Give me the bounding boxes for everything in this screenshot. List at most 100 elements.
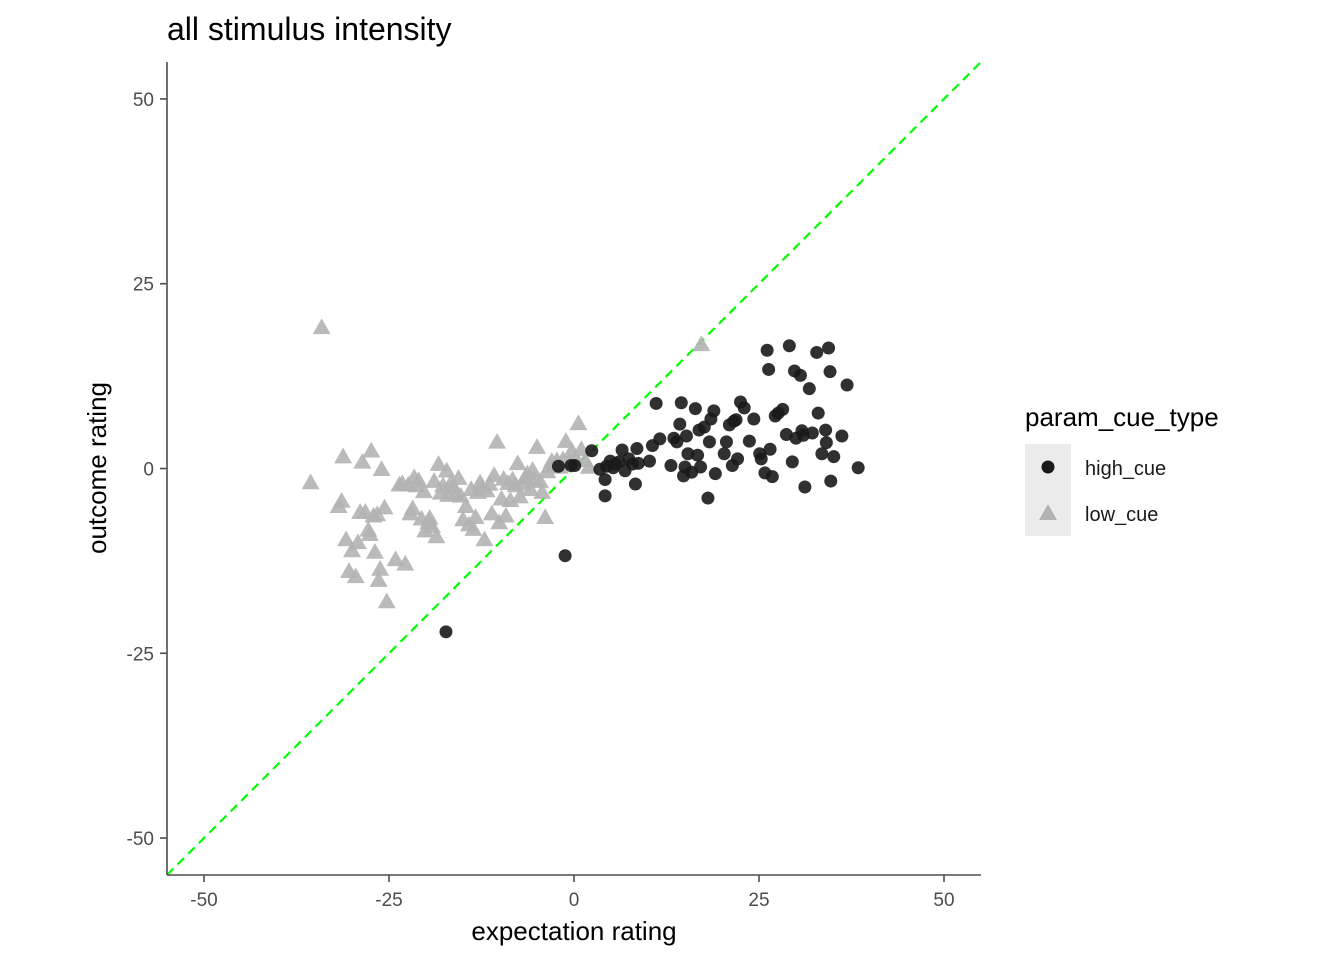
high-cue-point <box>835 429 849 443</box>
high-cue-point <box>628 477 642 491</box>
low-cue-point <box>482 504 501 521</box>
low-cue-point <box>466 508 485 525</box>
high-cue-point <box>793 368 807 382</box>
high-cue-point <box>840 378 854 392</box>
high-cue-point <box>824 474 838 488</box>
low-cue-point <box>523 460 542 477</box>
high-cue-point <box>585 444 599 458</box>
high-cue-point <box>823 365 837 379</box>
legend: param_cue_type high_cue low_cue <box>1025 402 1219 536</box>
chart-title: all stimulus intensity <box>167 11 452 47</box>
low-cue-point <box>409 471 428 488</box>
low-cue-point <box>337 530 356 547</box>
low-cue-point <box>396 554 415 571</box>
low-cue-point <box>353 452 372 469</box>
high-cue-point <box>673 417 687 431</box>
low-cue-point <box>480 475 499 491</box>
legend-title: param_cue_type <box>1025 402 1219 432</box>
legend-label-high-cue: high_cue <box>1085 458 1166 480</box>
low-cue-point <box>579 458 598 474</box>
high-cue-point <box>742 434 756 448</box>
high-cue-point <box>674 396 688 410</box>
low-cue-point <box>371 560 390 576</box>
high-cue-point <box>615 443 629 457</box>
high-cue-point <box>568 459 582 473</box>
low-cue-point <box>312 318 331 335</box>
high-cue-point <box>598 473 612 487</box>
high-cue-point <box>642 454 656 468</box>
low-cue-point <box>332 492 351 508</box>
low-cue-point <box>403 499 422 516</box>
low-cue-point <box>496 506 515 523</box>
low-cue-point <box>377 592 396 609</box>
low-cue-point <box>437 461 456 478</box>
low-cue-point <box>427 527 446 544</box>
low-cue-point <box>485 466 504 482</box>
low-cue-point <box>456 497 475 513</box>
low-cue-point <box>533 483 552 499</box>
high-cue-point <box>653 432 667 446</box>
x-axis-title: expectation rating <box>471 916 676 946</box>
plot-panel <box>166 61 982 876</box>
high-cue-point <box>649 396 663 410</box>
high-cue-point <box>708 467 722 481</box>
high-cue-point <box>439 625 453 639</box>
high-cue-point <box>729 413 743 427</box>
high-cue-point <box>819 423 833 437</box>
legend-triangle-marker <box>1039 504 1057 520</box>
high-cue-point <box>762 362 776 376</box>
high-cue-point <box>798 480 812 494</box>
high-cue-point <box>782 339 796 353</box>
high-cue-point <box>737 401 751 415</box>
y-axis-ticks: -50 -25 0 25 50 <box>127 90 167 850</box>
y-tick-label: 25 <box>133 275 154 296</box>
low-cue-point <box>301 473 320 490</box>
low-cue-point <box>365 543 384 559</box>
high-cue-point <box>558 549 572 563</box>
high-cue-point <box>551 459 565 473</box>
high-cue-point <box>815 447 829 461</box>
high-cue-point <box>691 448 705 462</box>
high-cue-point <box>664 459 678 473</box>
high-cue-point <box>810 345 824 359</box>
low-cue-point <box>362 441 381 458</box>
low-cue-point <box>464 520 483 536</box>
high-cue-point <box>811 406 825 420</box>
high-cue-point <box>776 402 790 416</box>
high-cue-point <box>702 435 716 449</box>
low-cue-point <box>414 482 433 499</box>
low-cue-point <box>360 525 379 542</box>
low-cue-point <box>569 414 588 431</box>
high-cue-point <box>631 456 645 470</box>
high-cue-point <box>688 402 702 416</box>
high-cue-point <box>819 436 833 450</box>
low-cue-point <box>343 541 361 558</box>
low-cue-point <box>429 455 448 471</box>
low-cue-point <box>420 509 439 525</box>
high-cue-point <box>822 341 836 355</box>
high-cue-point <box>802 382 816 396</box>
low-cue-point <box>375 498 394 515</box>
low-cue-point <box>372 460 391 476</box>
high-cue-point <box>717 447 731 461</box>
low-cue-point <box>425 472 444 488</box>
low-cue-point <box>369 571 388 587</box>
high-cue-point <box>719 435 733 449</box>
low-cue-point <box>449 469 468 485</box>
low-cue-point <box>521 480 540 496</box>
y-tick-label: 0 <box>143 460 154 481</box>
high-cue-point <box>785 455 799 469</box>
x-tick-label: 25 <box>748 890 769 911</box>
low-cue-point <box>536 508 555 525</box>
low-cue-point <box>334 447 353 464</box>
high-cue-point <box>670 435 684 449</box>
high-cue-point <box>731 452 745 466</box>
low-cue-point <box>488 432 507 449</box>
legend-label-low-cue: low_cue <box>1085 504 1158 526</box>
high-cue-point <box>827 450 841 464</box>
legend-circle-marker <box>1041 460 1055 474</box>
high-cue-point <box>747 412 761 426</box>
low-cue-point <box>346 567 365 584</box>
low-cue-point <box>528 438 546 454</box>
high-cue-point <box>763 442 777 456</box>
